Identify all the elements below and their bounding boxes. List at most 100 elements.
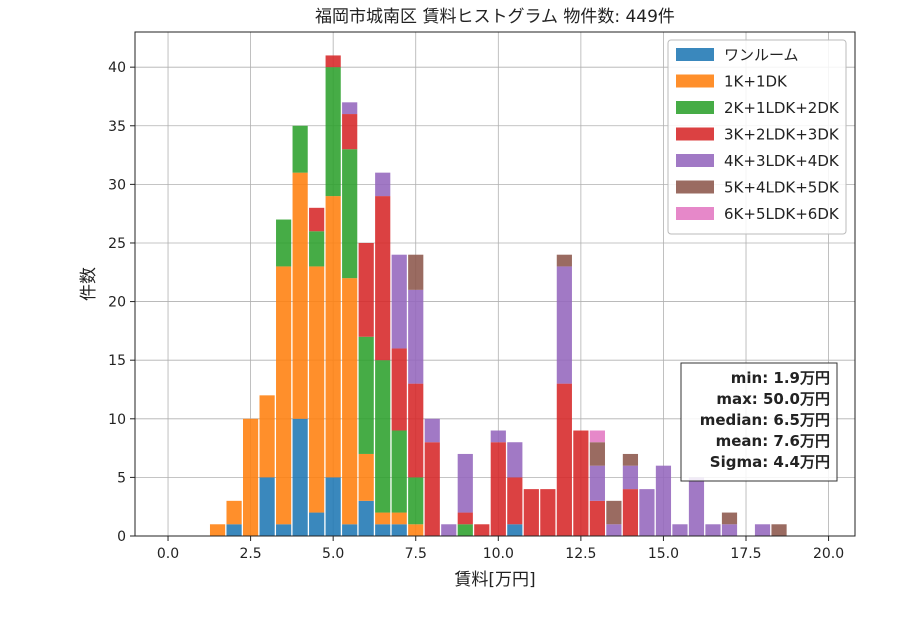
bar-segment-series-2 <box>408 477 424 525</box>
bar-segment-series-2 <box>292 125 308 173</box>
bar-segment-series-4 <box>655 465 672 536</box>
bar-segment-series-1 <box>358 453 374 501</box>
x-tick-label: 0.0 <box>157 546 179 562</box>
y-tick-label: 0 <box>117 529 126 545</box>
chart-title: 福岡市城南区 賃料ヒストグラム 物件数: 449件 <box>315 7 675 27</box>
bar-segment-series-4 <box>424 418 440 443</box>
bar-segment-series-4 <box>754 524 771 536</box>
bar-segment-series-3 <box>309 207 325 232</box>
legend-entry-label: 5K+4LDK+5DK <box>724 179 840 197</box>
bar-segment-series-3 <box>391 348 407 431</box>
bar-segment-series-0 <box>325 477 341 536</box>
y-axis-label: 件数 <box>79 267 99 301</box>
bar-segment-series-4 <box>721 524 738 536</box>
x-tick-label: 10.0 <box>483 546 514 562</box>
bar-segment-series-5 <box>408 254 424 290</box>
bar-segment-series-4 <box>705 524 721 536</box>
bar-segment-series-5 <box>622 453 639 466</box>
stats-line: Sigma: 4.4万円 <box>710 453 830 471</box>
y-tick-label: 10 <box>108 412 126 428</box>
bar-segment-series-2 <box>325 67 341 197</box>
bar-segment-series-6 <box>589 430 605 443</box>
bar-segment-series-4 <box>589 465 605 501</box>
bar-segment-series-0 <box>276 524 292 536</box>
bar-segment-series-1 <box>226 500 242 525</box>
stats-line: min: 1.9万円 <box>731 369 830 387</box>
bar-segment-series-2 <box>457 524 473 536</box>
bar-segment-series-3 <box>424 442 440 536</box>
legend-swatch <box>676 48 714 61</box>
legend-swatch <box>676 207 714 220</box>
bar-segment-series-3 <box>375 196 391 361</box>
bar-segment-series-1 <box>276 266 292 525</box>
bar-segment-series-3 <box>358 242 374 337</box>
legend-entry-label: 4K+3LDK+4DK <box>724 152 840 170</box>
legend-swatch <box>676 127 714 141</box>
bar-segment-series-4 <box>688 477 705 536</box>
bar-segment-series-2 <box>375 360 391 513</box>
bar-segment-series-3 <box>490 442 506 536</box>
bar-segment-series-3 <box>342 114 358 150</box>
bar-segment-series-1 <box>391 512 407 525</box>
plot-frame <box>134 31 856 537</box>
bar-segment-series-0 <box>391 524 407 536</box>
bar-segment-series-4 <box>556 266 572 384</box>
y-tick-label: 20 <box>108 295 126 311</box>
bar-segment-series-3 <box>325 55 341 68</box>
stats-line: max: 50.0万円 <box>716 390 830 408</box>
y-axis-ticks: 0 5 10 15 20 25 30 35 40 <box>108 60 135 545</box>
y-tick-label: 25 <box>108 236 126 252</box>
legend-swatch <box>676 154 714 167</box>
x-axis-ticks: 0.0 2.5 5.0 7.5 10.0 12.5 15.0 17.5 20.0 <box>157 536 844 562</box>
bar-segment-series-3 <box>507 477 523 525</box>
bar-segment-series-5 <box>556 254 572 267</box>
bar-segment-series-1 <box>259 395 275 478</box>
x-tick-label: 12.5 <box>565 546 596 562</box>
bar-segment-series-4 <box>408 289 424 384</box>
x-tick-label: 17.5 <box>730 546 761 562</box>
bar-segment-series-0 <box>375 524 391 536</box>
legend-swatch <box>676 180 714 194</box>
bar-segment-series-1 <box>243 418 259 536</box>
bar-segment-series-4 <box>490 430 506 443</box>
stats-line: median: 6.5万円 <box>700 411 830 429</box>
legend: ワンルーム 1K+1DK 2K+1LDK+2DK 3K+2LDK+3DK 4K+3LDK… <box>667 39 847 235</box>
bar-segment-series-0 <box>259 477 275 536</box>
y-tick-label: 5 <box>117 470 126 486</box>
bar-segment-series-3 <box>474 524 490 536</box>
bar-segment-series-1 <box>408 524 424 536</box>
bar-segment-series-3 <box>556 383 572 536</box>
y-tick-label: 30 <box>108 177 126 193</box>
bar-segment-series-1 <box>309 266 325 513</box>
bar-segment-series-4 <box>375 172 391 197</box>
bar-segment-series-4 <box>672 524 688 536</box>
x-tick-label: 5.0 <box>322 546 344 562</box>
bar-segment-series-5 <box>606 500 622 525</box>
bar-segment-series-1 <box>209 524 226 536</box>
bars-group <box>209 55 787 536</box>
y-tick-label: 15 <box>108 353 126 369</box>
bar-segment-series-2 <box>342 149 358 279</box>
x-tick-label: 7.5 <box>405 546 427 562</box>
bar-segment-series-3 <box>540 489 556 536</box>
bar-segment-series-1 <box>325 196 341 478</box>
legend-entry-label: 1K+1DK <box>724 73 788 91</box>
bar-segment-series-1 <box>292 172 308 419</box>
x-tick-label: 2.5 <box>239 546 261 562</box>
bar-segment-series-0 <box>358 500 374 536</box>
bar-segment-series-0 <box>292 418 308 536</box>
bar-segment-series-4 <box>622 465 639 490</box>
legend-swatch <box>676 74 714 88</box>
bar-segment-series-1 <box>342 278 358 525</box>
x-axis-label: 賃料[万円] <box>454 570 535 590</box>
bar-segment-series-1 <box>375 512 391 525</box>
legend-entry-label: 3K+2LDK+3DK <box>724 126 840 144</box>
bar-segment-series-2 <box>276 219 292 267</box>
bar-segment-series-3 <box>622 489 639 536</box>
x-tick-label: 20.0 <box>813 546 844 562</box>
legend-entry-label: 2K+1LDK+2DK <box>724 99 840 117</box>
legend-entry-label: 6K+5LDK+6DK <box>724 205 840 223</box>
bar-segment-series-2 <box>358 336 374 454</box>
bar-segment-series-4 <box>639 489 655 536</box>
